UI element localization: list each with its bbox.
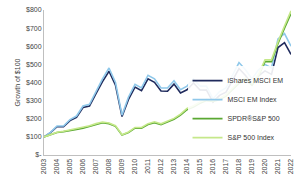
svg-text:$200: $200 (26, 115, 42, 122)
svg-text:2020: 2020 (261, 159, 268, 175)
svg-text:2005: 2005 (66, 159, 73, 175)
svg-text:2019: 2019 (248, 159, 255, 175)
svg-text:2018: 2018 (235, 159, 242, 175)
svg-text:$400: $400 (26, 79, 42, 86)
svg-text:2008: 2008 (105, 159, 112, 175)
svg-text:$600: $600 (26, 43, 42, 50)
svg-text:$700: $700 (26, 25, 42, 32)
svg-text:2007: 2007 (92, 159, 99, 175)
svg-text:2009: 2009 (118, 159, 125, 175)
svg-text:2015: 2015 (196, 159, 203, 175)
svg-text:2017: 2017 (222, 159, 229, 175)
svg-text:$800: $800 (26, 6, 42, 13)
svg-text:$100: $100 (26, 133, 42, 140)
svg-text:$500: $500 (26, 61, 42, 68)
svg-text:2011: 2011 (144, 159, 151, 174)
svg-text:2003: 2003 (40, 159, 47, 175)
svg-text:2021: 2021 (274, 159, 281, 175)
svg-text:MSCI EM Index: MSCI EM Index (228, 96, 278, 103)
svg-text:iShares MSCI EM: iShares MSCI EM (228, 77, 284, 84)
svg-text:2014: 2014 (183, 159, 190, 175)
svg-text:2013: 2013 (170, 159, 177, 175)
svg-text:$-: $- (35, 151, 42, 158)
svg-text:2004: 2004 (53, 159, 60, 175)
svg-text:SPDR®S&P 500: SPDR®S&P 500 (228, 115, 280, 122)
svg-text:2022: 2022 (287, 159, 294, 175)
svg-text:2010: 2010 (131, 159, 138, 175)
svg-text:Growth of $100: Growth of $100 (14, 58, 21, 106)
svg-text:S&P 500 Index: S&P 500 Index (228, 134, 275, 141)
svg-text:2016: 2016 (209, 159, 216, 175)
svg-text:$300: $300 (26, 97, 42, 104)
svg-text:2006: 2006 (79, 159, 86, 175)
svg-text:2012: 2012 (157, 159, 164, 175)
